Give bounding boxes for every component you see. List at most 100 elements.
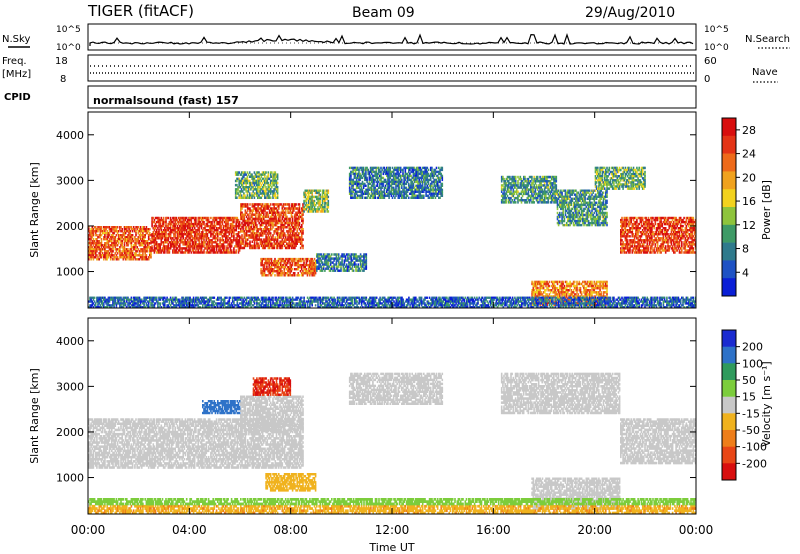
- echo-cell: [423, 196, 425, 199]
- echo-cell: [262, 274, 265, 277]
- echo-cell: [164, 245, 166, 248]
- echo-cell: [185, 235, 188, 238]
- echo-cell: [268, 261, 270, 265]
- echo-cell: [364, 184, 366, 187]
- echo-cell: [252, 226, 255, 229]
- echo-cell: [204, 229, 206, 232]
- echo-cell: [354, 174, 357, 178]
- echo-cell: [141, 250, 143, 253]
- echo-cell: [124, 248, 127, 251]
- echo-cell: [100, 242, 103, 245]
- echo-cell: [226, 239, 228, 242]
- echo-cell: [273, 181, 275, 185]
- echo-cell: [206, 224, 209, 228]
- echo-cell: [239, 192, 242, 195]
- echo-cell: [145, 256, 148, 259]
- echo-cell: [298, 240, 301, 243]
- echo-cell: [280, 232, 282, 235]
- echo-cell: [336, 265, 339, 268]
- echo-cell: [272, 190, 274, 193]
- echo-cell: [298, 228, 301, 231]
- echo-cell: [130, 244, 133, 247]
- echo-cell: [273, 263, 275, 267]
- echo-cell: [155, 220, 158, 224]
- echo-cell: [247, 196, 250, 199]
- echo-cell: [355, 166, 358, 170]
- echo-cell: [273, 171, 275, 174]
- echo-cell: [301, 242, 303, 245]
- echo-cell: [273, 270, 275, 273]
- echo-cell: [90, 236, 92, 239]
- echo-cell: [231, 231, 234, 234]
- echo-cell: [189, 247, 191, 250]
- echo-cell: [246, 234, 249, 237]
- echo-cell: [357, 180, 359, 184]
- echo-cell: [276, 205, 279, 208]
- echo-cell: [301, 232, 303, 235]
- echo-cell: [226, 216, 228, 220]
- echo-cell: [270, 268, 273, 271]
- echo-cell: [238, 235, 241, 238]
- echo-cell: [266, 181, 268, 185]
- echo-cell: [273, 261, 275, 265]
- echo-cell: [267, 194, 270, 197]
- echo-cell: [113, 236, 115, 239]
- echo-cell: [275, 270, 277, 273]
- echo-cell: [291, 244, 294, 248]
- echo-cell: [318, 261, 320, 264]
- echo-cell: [282, 213, 285, 216]
- echo-cell: [319, 197, 322, 201]
- echo-cell: [200, 224, 203, 228]
- echo-cell: [282, 211, 285, 214]
- echo-cell: [276, 268, 279, 271]
- echo-cell: [306, 274, 309, 277]
- echo-cell: [271, 186, 273, 189]
- echo-cell: [281, 238, 284, 241]
- echo-cell: [272, 244, 274, 248]
- echo-cell: [208, 247, 211, 250]
- echo-cell: [278, 213, 280, 216]
- echo-cell: [282, 223, 285, 227]
- echo-cell: [363, 259, 365, 262]
- echo-cell: [273, 219, 275, 223]
- echo-cell: [292, 259, 295, 263]
- echo-cell: [251, 205, 254, 208]
- echo-cell: [348, 190, 351, 193]
- echo-cell: [266, 263, 268, 267]
- echo-cell: [144, 256, 146, 259]
- echo-cell: [266, 177, 268, 181]
- echo-cell: [147, 256, 150, 259]
- echo-cell: [221, 247, 224, 250]
- echo-cell: [368, 196, 371, 199]
- echo-cell: [115, 228, 118, 231]
- echo-cell: [109, 250, 112, 253]
- echo-cell: [300, 274, 303, 277]
- echo-cell: [275, 209, 278, 212]
- echo-cell: [120, 238, 122, 241]
- echo-cell: [160, 241, 163, 244]
- echo-cell: [90, 258, 92, 261]
- echo-cell: [205, 218, 208, 222]
- echo-cell: [120, 242, 122, 245]
- echo-cell: [226, 229, 228, 232]
- echo-cell: [116, 238, 119, 241]
- echo-cell: [379, 186, 381, 189]
- echo-cell: [145, 246, 148, 249]
- echo-cell: [260, 263, 262, 267]
- echo-cell: [322, 195, 325, 199]
- echo-cell: [314, 191, 317, 195]
- echo-cell: [230, 218, 233, 222]
- echo-cell: [199, 243, 202, 246]
- echo-cell: [327, 253, 330, 256]
- echo-cell: [321, 195, 324, 199]
- echo-cell: [329, 263, 332, 266]
- echo-cell: [292, 274, 295, 277]
- echo-cell: [260, 261, 262, 265]
- echo-cell: [214, 251, 217, 254]
- echo-cell: [351, 178, 353, 182]
- echo-cell: [306, 191, 309, 195]
- echo-cell: [243, 188, 245, 191]
- echo-cell: [289, 221, 292, 225]
- echo-cell: [158, 243, 160, 246]
- echo-cell: [289, 242, 292, 245]
